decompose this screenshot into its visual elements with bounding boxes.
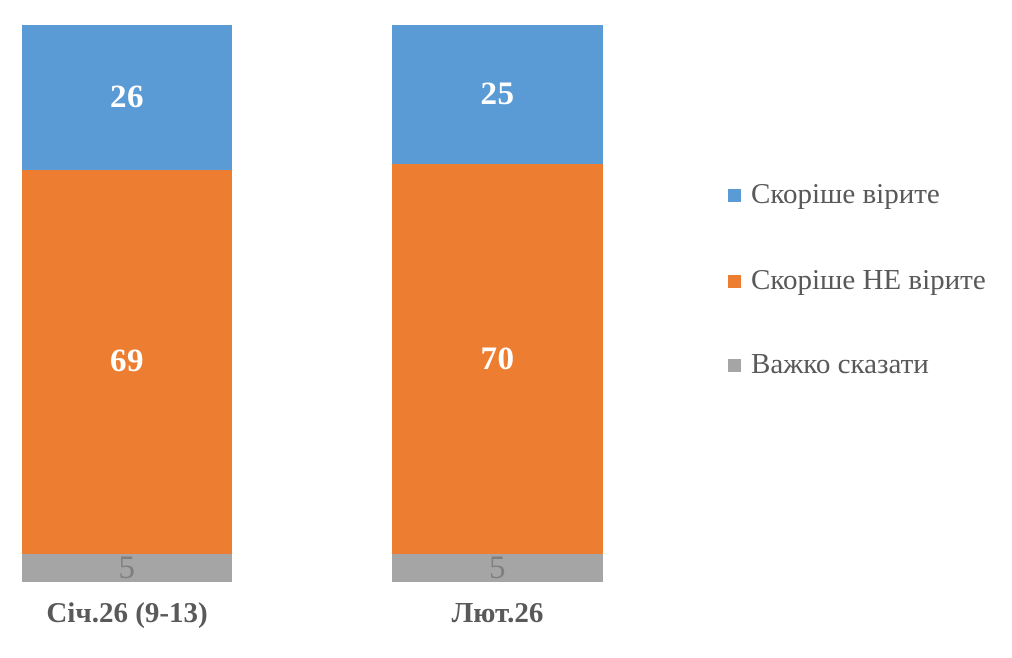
bar-value-label: 5 [489,549,506,586]
bar-segment-series-1: 70 [392,164,603,555]
legend-item-series-0: Скоріше вірите [728,178,940,212]
legend-swatch-icon [728,274,741,288]
bar-segment-series-1: 69 [22,169,232,555]
stacked-bar: 25 70 5 [392,25,603,586]
legend-label: Важко сказати [751,348,929,381]
bar-segment-series-0: 26 [22,25,232,170]
bar-value-label: 70 [480,340,515,377]
category-label: Лют.26 [451,597,544,629]
legend-label: Скоріше НЕ вірите [751,264,986,297]
legend-swatch-icon [728,188,741,202]
bar-value-label: 5 [118,549,136,586]
bar-value-label: 69 [110,343,144,380]
legend-item-series-1: Скоріше НЕ вірите [728,264,986,298]
bar-segment-series-2: 5 [22,549,232,586]
stacked-bar: 26 69 5 [22,25,232,586]
bar-value-label: 25 [480,76,515,113]
legend-swatch-icon [728,358,741,372]
category-label: Січ.26 (9-13) [46,597,208,629]
bar-segment-series-0: 25 [392,25,603,165]
legend-label: Скоріше вірите [751,178,940,211]
legend-item-series-2: Важко сказати [728,348,929,382]
bar-value-label: 26 [110,78,144,115]
bar-segment-series-2: 5 [392,549,603,586]
